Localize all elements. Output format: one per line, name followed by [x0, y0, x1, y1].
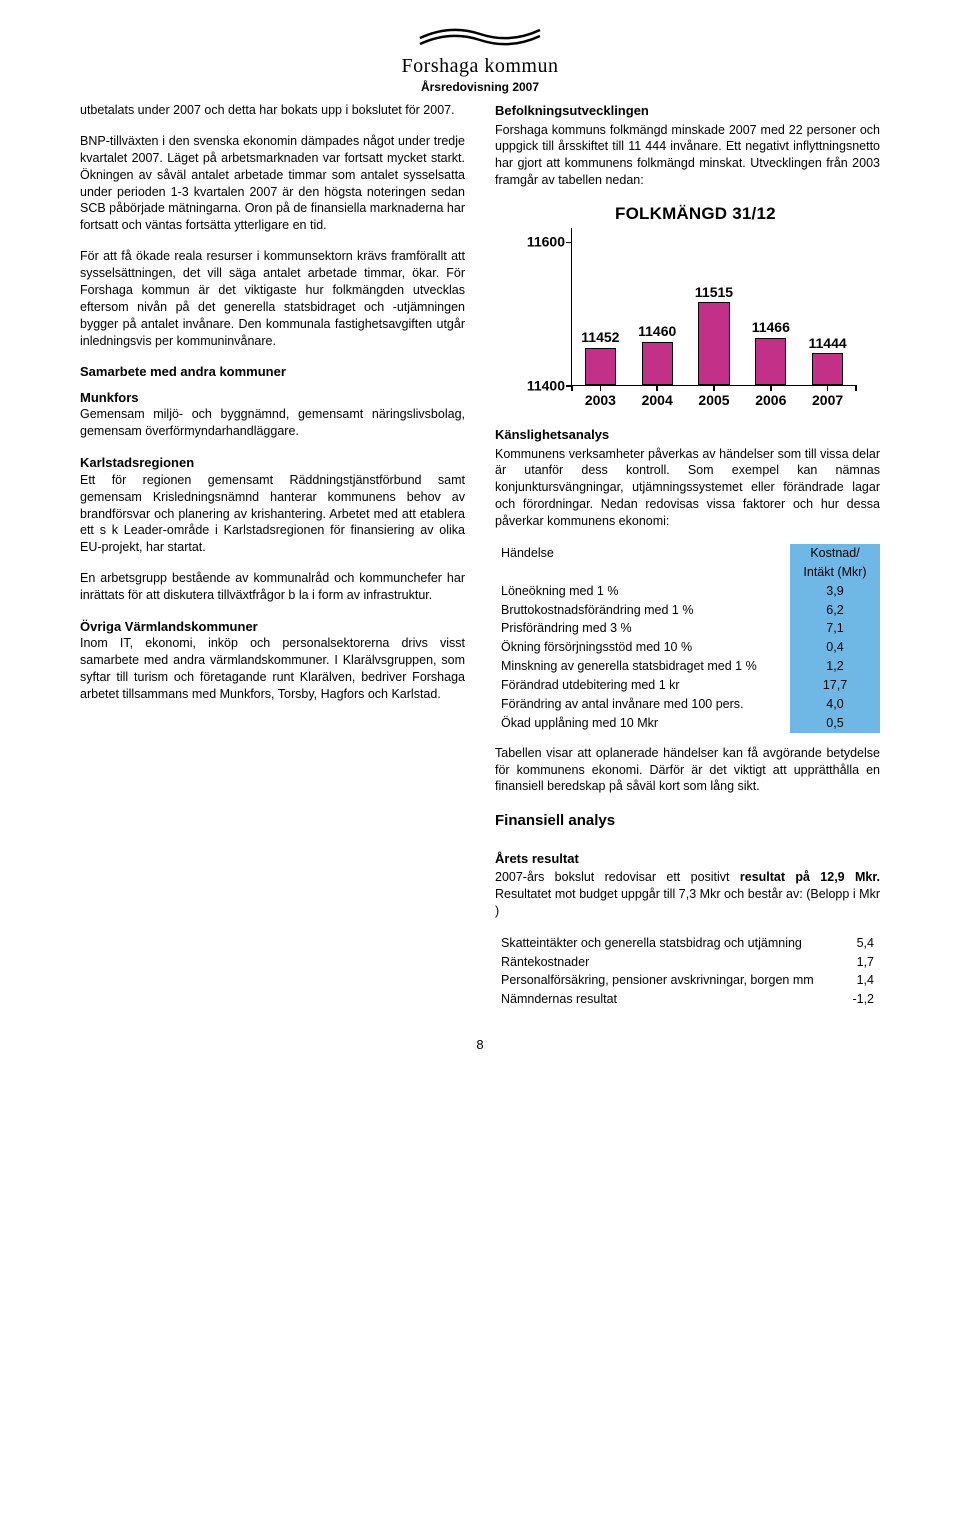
sens-row-value: 6,2 — [790, 601, 880, 620]
p-ovriga: Inom IT, ekonomi, inköp och personalsekt… — [80, 635, 465, 703]
chart-bar: 11452 — [585, 348, 616, 385]
res-row-value: 1,4 — [820, 971, 880, 990]
res-row-label: Personalförsäkring, pensioner avskrivnin… — [495, 971, 820, 990]
left-p3: För att få ökade reala resurser i kommun… — [80, 248, 465, 349]
sens-row-value: 7,1 — [790, 619, 880, 638]
p-befolkning: Forshaga kommuns folkmängd minskade 2007… — [495, 122, 880, 190]
chart-category: 2003 — [585, 391, 616, 410]
p-resultat: 2007-års bokslut redovisar ett positivt … — [495, 869, 880, 920]
heading-befolkning: Befolkningsutvecklingen — [495, 102, 880, 120]
subhead-ovriga: Övriga Värmlandskommuner — [80, 618, 465, 636]
res-row-value: -1,2 — [820, 990, 880, 1009]
sens-row-value: 17,7 — [790, 676, 880, 695]
sens-row-label: Ökning försörjningsstöd med 10 % — [495, 638, 790, 657]
sens-row-value: 0,5 — [790, 714, 880, 733]
chart-title: FOLKMÄNGD 31/12 — [615, 203, 880, 226]
chart-area: 11452 2003 11460 2004 11515 2005 11466 2006 1144… — [515, 228, 855, 408]
chart-bar-label: 11444 — [808, 334, 846, 353]
sens-row-label: Prisförändring med 3 % — [495, 619, 790, 638]
chart-ylabel: 11600 — [527, 233, 565, 252]
chart-bar: 11460 — [642, 342, 673, 385]
heading-resultat: Årets resultat — [495, 850, 880, 868]
doc-subtitle: Årsredovisning 2007 — [80, 80, 880, 94]
left-column: utbetalats under 2007 och detta har boka… — [80, 102, 465, 1009]
chart-category: 2007 — [812, 391, 843, 410]
sens-row-label: Löneökning med 1 % — [495, 582, 790, 601]
heading-kanslighet: Känslighetsanalys — [495, 426, 880, 444]
chart-category: 2004 — [642, 391, 673, 410]
chart-bar: 11466 — [755, 338, 786, 385]
left-p1: utbetalats under 2007 och detta har boka… — [80, 102, 465, 119]
sens-row-label: Ökad upplåning med 10 Mkr — [495, 714, 790, 733]
sens-row-value: 1,2 — [790, 657, 880, 676]
p-karlstad1: Ett för regionen gemensamt Räddningstjän… — [80, 472, 465, 556]
sens-row-value: 0,4 — [790, 638, 880, 657]
sens-row-value: 3,9 — [790, 582, 880, 601]
sensitivity-table: Händelse Kostnad/ Intäkt (Mkr) Löneöknin… — [495, 544, 880, 733]
population-chart: FOLKMÄNGD 31/12 11452 2003 11460 2004 11515 2… — [495, 203, 880, 408]
p-resultat-1c: Resultatet mot budget uppgår till 7,3 Mk… — [495, 887, 880, 918]
two-column-layout: utbetalats under 2007 och detta har boka… — [80, 102, 880, 1009]
res-row-value: 1,7 — [820, 953, 880, 972]
heading-samarbete: Samarbete med andra kommuner — [80, 363, 465, 381]
chart-bar: 11444 — [812, 353, 843, 385]
page-number: 8 — [80, 1037, 880, 1052]
sens-row-label: Minskning av generella statsbidraget med… — [495, 657, 790, 676]
chart-bar: 11515 — [698, 302, 729, 385]
org-name: Forshaga kommun — [80, 55, 880, 78]
chart-bar-label: 11466 — [752, 318, 790, 337]
sens-blank-cell — [495, 563, 790, 582]
logo-wave — [390, 20, 570, 50]
p-resultat-1b: resultat på 12,9 Mkr. — [740, 870, 880, 884]
sens-row-label: Förändrad utdebitering med 1 kr — [495, 676, 790, 695]
sens-row-label: Bruttokostnadsförändring med 1 % — [495, 601, 790, 620]
right-column: Befolkningsutvecklingen Forshaga kommuns… — [495, 102, 880, 1009]
subhead-karlstad: Karlstadsregionen — [80, 454, 465, 472]
p-tabell-note: Tabellen visar att oplanerade händelser … — [495, 745, 880, 796]
page-header: Forshaga kommun Årsredovisning 2007 — [80, 20, 880, 94]
sens-row-value: 4,0 — [790, 695, 880, 714]
chart-bar-label: 11460 — [638, 322, 676, 341]
sens-header-left: Händelse — [495, 544, 790, 563]
chart-plot: 1145220031146020041151520051146620061144… — [571, 228, 855, 386]
sens-header-right2: Intäkt (Mkr) — [790, 563, 880, 582]
p-karlstad2: En arbetsgrupp bestående av kommunalråd … — [80, 570, 465, 604]
p-kanslighet: Kommunens verksamheter påverkas av hände… — [495, 446, 880, 530]
p-resultat-1a: 2007-års bokslut redovisar ett positivt — [495, 870, 740, 884]
subhead-munkfors: Munkfors — [80, 389, 465, 407]
chart-bar-label: 11452 — [581, 328, 619, 347]
res-row-label: Räntekostnader — [495, 953, 820, 972]
heading-finansiell: Finansiell analys — [495, 811, 880, 831]
sens-row-label: Förändring av antal invånare med 100 per… — [495, 695, 790, 714]
res-row-value: 5,4 — [820, 934, 880, 953]
chart-bar-label: 11515 — [695, 283, 733, 302]
res-row-label: Skatteintäkter och generella statsbidrag… — [495, 934, 820, 953]
res-row-label: Nämndernas resultat — [495, 990, 820, 1009]
sens-header-right1: Kostnad/ — [790, 544, 880, 563]
chart-ylabel: 11400 — [527, 377, 565, 396]
chart-category: 2006 — [755, 391, 786, 410]
left-p2: BNP-tillväxten i den svenska ekonomin dä… — [80, 133, 465, 234]
result-table: Skatteintäkter och generella statsbidrag… — [495, 934, 880, 1010]
p-munkfors: Gemensam miljö- och byggnämnd, gemensamt… — [80, 406, 465, 440]
chart-category: 2005 — [698, 391, 729, 410]
